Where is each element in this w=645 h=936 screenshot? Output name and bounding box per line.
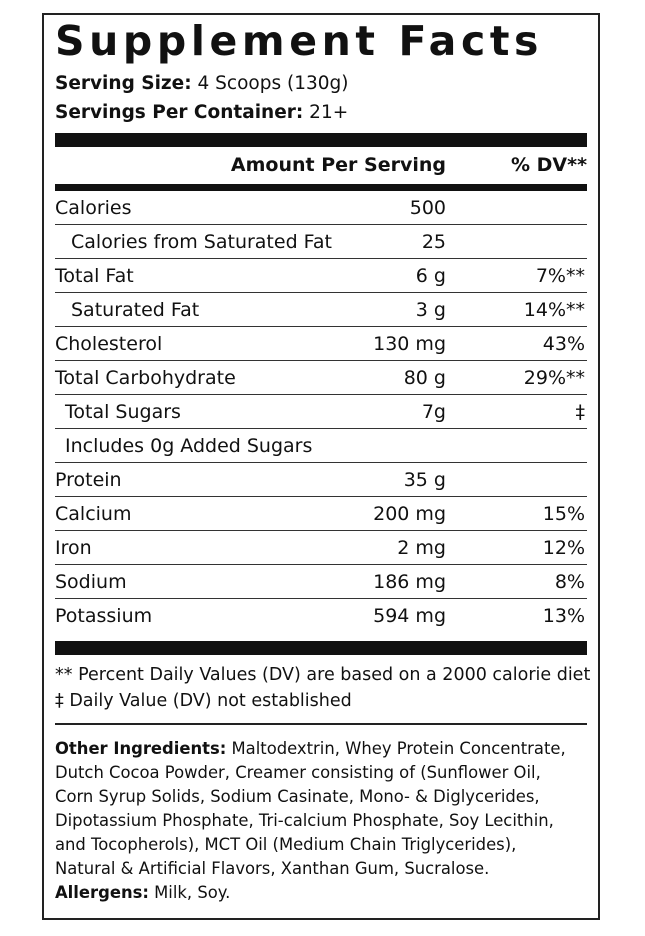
nutrient-name: Cholesterol (55, 333, 163, 355)
nutrient-amount: 2 mg (397, 537, 446, 559)
nutrient-name: Iron (55, 537, 92, 559)
nutrient-row-added-sugars: Includes 0g Added Sugars (55, 429, 587, 463)
nutrient-amount: 594 mg (373, 605, 446, 627)
nutrient-amount: 35 g (403, 469, 446, 491)
thick-divider-top (55, 133, 587, 147)
panel-content: Supplement Facts Serving Size: 4 Scoops … (55, 15, 591, 918)
nutrient-amount: 500 (409, 197, 446, 219)
nutrient-name: Total Sugars (65, 401, 181, 423)
nutrient-name: Sodium (55, 571, 127, 593)
ingredients-divider (55, 723, 587, 725)
nutrient-row-calories: Calories 500 (55, 191, 587, 225)
panel-title: Supplement Facts (55, 17, 544, 65)
nutrient-amount: 200 mg (373, 503, 446, 525)
ingredients-line-2: Dutch Cocoa Powder, Creamer consisting o… (55, 763, 541, 782)
serving-size: Serving Size: 4 Scoops (130g) (55, 73, 349, 94)
nutrient-row-saturated-fat: Saturated Fat 3 g 14%** (55, 293, 587, 327)
nutrient-name: Protein (55, 469, 122, 491)
nutrient-dv: 14%** (523, 299, 585, 321)
nutrient-name: Saturated Fat (71, 299, 200, 321)
nutrient-amount: 7g (421, 401, 446, 423)
not-established-footnote: ‡ Daily Value (DV) not established (55, 691, 352, 711)
thick-divider-bottom (55, 641, 587, 655)
nutrient-amount: 80 g (403, 367, 446, 389)
nutrient-amount: 186 mg (373, 571, 446, 593)
nutrient-dv: 43% (542, 333, 585, 355)
ingredients-text: Maltodextrin, Whey Protein Concentrate, (226, 739, 566, 758)
allergens-line: Allergens: Milk, Soy. (55, 881, 587, 905)
serving-size-value: 4 Scoops (130g) (191, 73, 349, 94)
nutrient-name: Calories (55, 197, 132, 219)
nutrient-amount: 25 (421, 231, 446, 253)
allergens-label: Allergens: (55, 883, 149, 902)
nutrient-dv: 8% (554, 571, 585, 593)
servings-per-container: Servings Per Container: 21+ (55, 102, 349, 123)
servings-per-container-value: 21+ (303, 102, 349, 123)
nutrient-amount: 3 g (415, 299, 446, 321)
header-divider (55, 184, 587, 191)
serving-size-label: Serving Size: (55, 73, 192, 94)
other-ingredients-label: Other Ingredients: (55, 739, 227, 758)
amount-per-serving-header: Amount Per Serving (230, 154, 446, 176)
nutrient-row-sodium: Sodium 186 mg 8% (55, 565, 587, 599)
nutrient-row-iron: Iron 2 mg 12% (55, 531, 587, 565)
nutrient-table: Calories 500 Calories from Saturated Fat… (55, 191, 587, 633)
ingredients-line-6: Natural & Artificial Flavors, Xanthan Gu… (55, 859, 490, 878)
nutrient-row-calcium: Calcium 200 mg 15% (55, 497, 587, 531)
ingredients-line-5: and Tocopherols), MCT Oil (Medium Chain … (55, 835, 517, 854)
nutrient-name: Calories from Saturated Fat (71, 231, 332, 253)
nutrient-row-potassium: Potassium 594 mg 13% (55, 599, 587, 633)
nutrient-row-total-carbohydrate: Total Carbohydrate 80 g 29%** (55, 361, 587, 395)
nutrient-row-protein: Protein 35 g (55, 463, 587, 497)
nutrient-dv: ‡ (575, 401, 586, 423)
allergens-value: Milk, Soy. (148, 883, 231, 902)
nutrient-dv: 29%** (523, 367, 585, 389)
daily-value-footnote: ** Percent Daily Values (DV) are based o… (55, 665, 591, 685)
ingredients-line-4: Dipotassium Phosphate, Tri-calcium Phosp… (55, 811, 554, 830)
nutrient-dv: 13% (542, 605, 585, 627)
ingredients-section: Other Ingredients: Maltodextrin, Whey Pr… (55, 737, 587, 905)
nutrient-row-total-sugars: Total Sugars 7g ‡ (55, 395, 587, 429)
nutrient-row-total-fat: Total Fat 6 g 7%** (55, 259, 587, 293)
servings-per-container-label: Servings Per Container: (55, 102, 304, 123)
nutrient-dv: 15% (542, 503, 585, 525)
nutrient-amount: 6 g (415, 265, 446, 287)
nutrient-row-calories-sat-fat: Calories from Saturated Fat 25 (55, 225, 587, 259)
nutrient-name: Total Fat (55, 265, 134, 287)
nutrient-name: Total Carbohydrate (55, 367, 236, 389)
nutrient-row-cholesterol: Cholesterol 130 mg 43% (55, 327, 587, 361)
nutrient-name: Potassium (55, 605, 153, 627)
nutrient-name: Calcium (55, 503, 132, 525)
nutrient-dv: 7%** (535, 265, 585, 287)
nutrient-name: Includes 0g Added Sugars (65, 435, 313, 457)
nutrient-amount: 130 mg (373, 333, 446, 355)
daily-value-header: % DV** (511, 154, 587, 176)
nutrient-dv: 12% (542, 537, 585, 559)
supplement-facts-panel: Supplement Facts Serving Size: 4 Scoops … (42, 13, 600, 920)
ingredients-line-3: Corn Syrup Solids, Sodium Casinate, Mono… (55, 787, 540, 806)
ingredients-line-1: Other Ingredients: Maltodextrin, Whey Pr… (55, 737, 587, 761)
